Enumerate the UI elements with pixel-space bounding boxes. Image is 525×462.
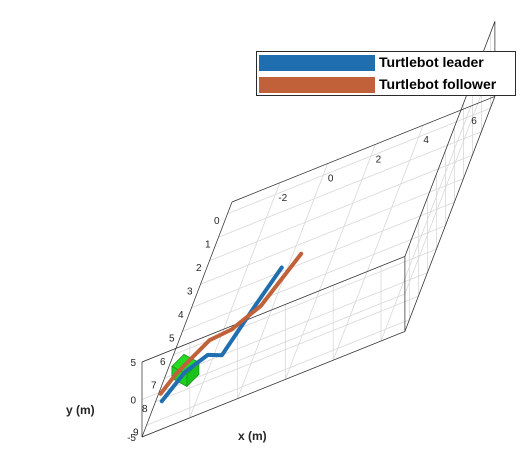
grid-line-x [285,144,376,380]
grid-line-y [155,295,419,403]
y-tick-label: 4 [178,310,184,321]
grid-line-y [209,154,473,262]
x-tick-label: 2 [376,154,382,165]
grid-line-y [146,319,410,426]
grid-line-y [227,107,491,215]
grid-line-y [191,201,455,309]
grid-line-x [237,163,328,399]
tick-labels: -2 0 2 4 6 0 1 2 3 4 5 6 7 8 9 5 0 -5 [127,116,477,444]
z-tick-label: -5 [127,433,136,444]
z-tick-label: 5 [130,358,136,369]
axis-edge [231,96,496,203]
grid-line-y [218,131,482,238]
y-tick-label: 7 [151,380,157,391]
x-tick-label: 6 [471,116,477,127]
x-axis-label: x (m) [238,429,267,443]
axis-edge [141,331,406,438]
legend: Turtlebot leader Turtlebot follower [256,51,516,96]
x-tick-label: 0 [328,174,334,185]
legend-label-leader: Turtlebot leader [379,54,484,70]
axis-edge [404,96,496,332]
series-leader-line [159,265,284,404]
z-tick-label: 0 [130,396,136,407]
grid-line-y [182,225,446,332]
grid-line-x [380,105,472,342]
y-tick-label: 6 [160,357,166,368]
x-tick-label: 4 [423,135,429,146]
legend-label-follower: Turtlebot follower [379,76,497,92]
y-tick-label: 1 [205,239,211,250]
y-tick-label: 8 [142,404,148,415]
legend-swatch-leader [259,55,375,71]
y-tick-label: 0 [214,216,220,227]
y-axis-label: y (m) [66,403,95,417]
y-tick-label: 3 [187,286,193,297]
grid-line-y [164,272,428,379]
grid-line-x [332,125,424,361]
y-tick-label: 5 [169,333,175,344]
grid-line-x [189,182,281,418]
legend-swatch-follower [259,77,375,93]
x-tick-label: -2 [278,193,287,204]
y-tick-label: 2 [196,263,202,274]
grid-line-y [200,178,464,285]
axis-edge [141,256,406,363]
legend-entry-leader: Turtlebot leader [259,53,515,73]
trajectory-lines [158,251,304,404]
axis-edge [141,201,233,438]
series-follower-line [158,251,304,396]
axes-box [141,21,496,438]
legend-entry-follower: Turtlebot follower [259,75,515,95]
y-tick-label: 9 [133,427,139,438]
